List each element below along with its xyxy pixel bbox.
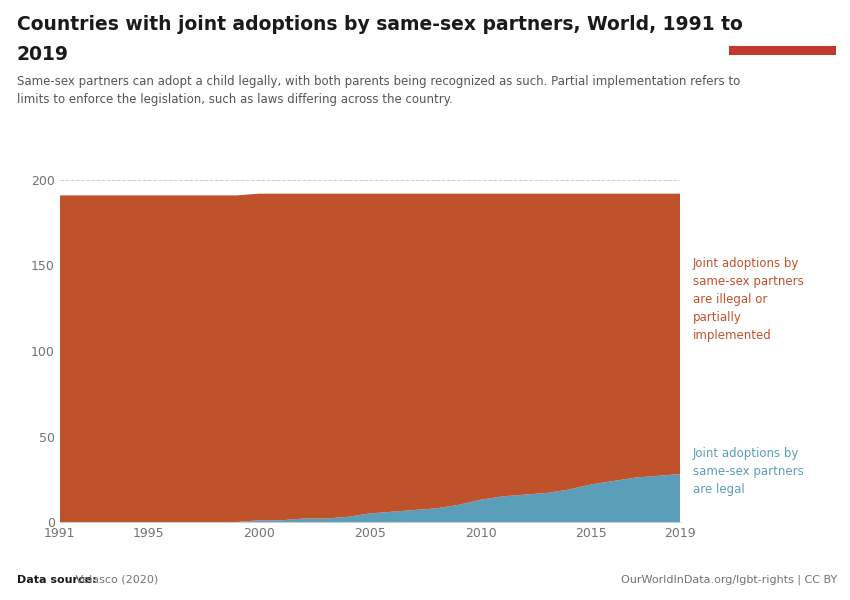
Text: Countries with joint adoptions by same-sex partners, World, 1991 to: Countries with joint adoptions by same-s…	[17, 15, 743, 34]
Text: Our World: Our World	[752, 16, 812, 26]
Text: 2019: 2019	[17, 45, 69, 64]
Text: in Data: in Data	[761, 32, 803, 43]
Text: Data source:: Data source:	[17, 575, 97, 585]
Bar	[729, 46, 836, 55]
Text: Same-sex partners can adopt a child legally, with both parents being recognized : Same-sex partners can adopt a child lega…	[17, 75, 740, 106]
Text: Velasco (2020): Velasco (2020)	[72, 575, 158, 585]
Text: Joint adoptions by
same-sex partners
are legal: Joint adoptions by same-sex partners are…	[693, 446, 803, 496]
Text: OurWorldInData.org/lgbt-rights | CC BY: OurWorldInData.org/lgbt-rights | CC BY	[621, 575, 837, 585]
Text: Joint adoptions by
same-sex partners
are illegal or
partially
implemented: Joint adoptions by same-sex partners are…	[693, 257, 803, 343]
